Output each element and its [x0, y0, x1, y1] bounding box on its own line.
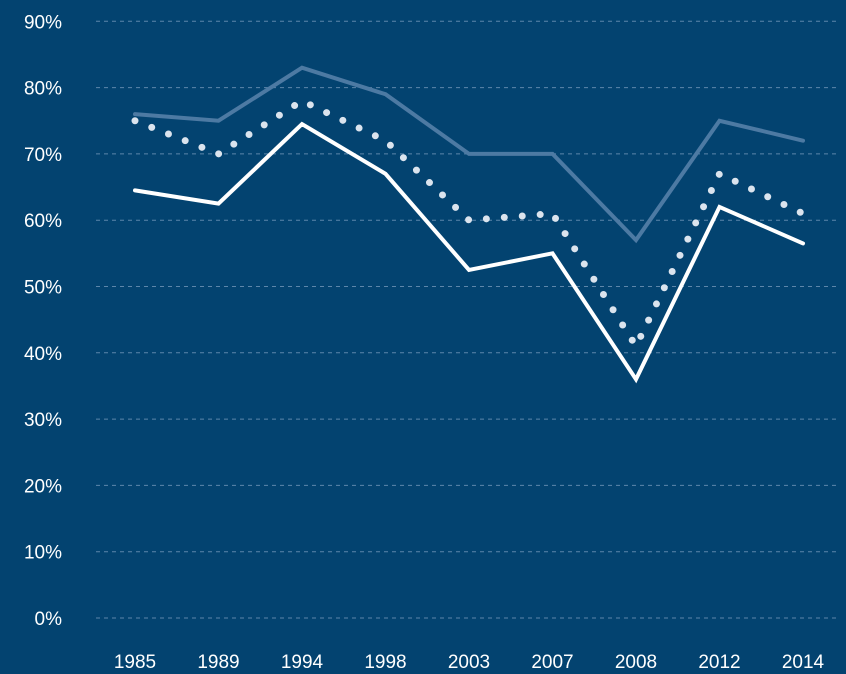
x-tick-label: 2003 — [448, 652, 490, 673]
x-tick-label: 1989 — [197, 652, 239, 673]
x-tick-label: 1998 — [364, 652, 406, 673]
series-lines — [131, 65, 807, 384]
x-tick-label: 2014 — [782, 652, 825, 673]
series-line-1 — [131, 96, 807, 354]
y-tick-label: 0% — [35, 609, 63, 630]
y-axis: 0% 10% 20% 30% 40% 50% 60% 70% 80% 90% — [24, 12, 62, 630]
y-tick-label: 20% — [24, 476, 62, 497]
x-tick-label: 2008 — [615, 652, 657, 673]
x-tick-label: 2012 — [698, 652, 740, 673]
series-line-0 — [133, 65, 805, 244]
gridlines — [96, 20, 838, 619]
y-tick-label: 60% — [24, 211, 62, 232]
y-tick-label: 40% — [24, 344, 62, 365]
y-tick-label: 50% — [24, 278, 62, 299]
x-tick-label: 2007 — [531, 652, 573, 673]
x-tick-label: 1985 — [114, 652, 156, 673]
x-tick-label: 1994 — [281, 652, 324, 673]
y-tick-label: 30% — [24, 410, 62, 431]
y-tick-label: 90% — [24, 12, 62, 33]
y-tick-label: 70% — [24, 145, 62, 166]
y-tick-label: 80% — [24, 79, 62, 100]
series-line-2 — [133, 121, 805, 384]
x-axis: 1985 1989 1994 1998 2003 2007 2008 2012 2014 — [114, 652, 825, 673]
y-tick-label: 10% — [24, 543, 62, 564]
